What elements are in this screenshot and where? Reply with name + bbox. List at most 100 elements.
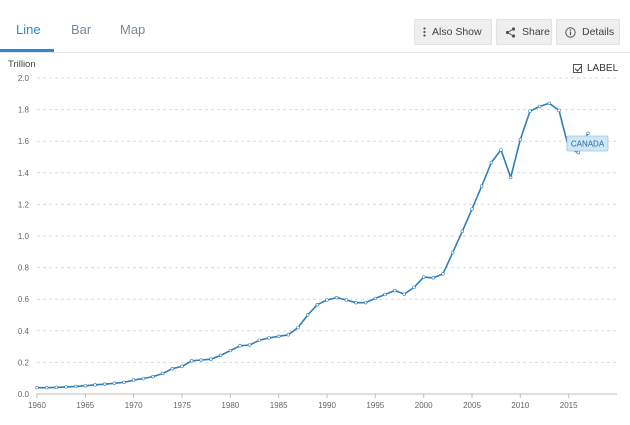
- active-tab-indicator: [0, 49, 54, 52]
- series-group: CANADA: [35, 101, 609, 390]
- also-show-button[interactable]: Also Show: [414, 19, 492, 45]
- x-tick-label: 2015: [560, 401, 578, 410]
- x-tick-label: 1985: [270, 401, 288, 410]
- series-label-canada: CANADA: [571, 140, 605, 149]
- data-point: [460, 229, 465, 233]
- data-point: [296, 325, 300, 330]
- data-point: [54, 385, 59, 390]
- x-tick-label: 1970: [125, 401, 143, 410]
- data-point: [209, 357, 213, 361]
- data-point: [151, 374, 155, 379]
- view-tabs: Line Bar Map: [0, 0, 630, 53]
- y-tick-label: 1.6: [18, 137, 30, 146]
- share-button[interactable]: Share: [496, 19, 552, 45]
- data-point: [180, 364, 184, 369]
- data-point: [189, 359, 194, 363]
- x-tick-label: 1995: [366, 401, 384, 410]
- data-point: [363, 300, 368, 305]
- data-point: [441, 272, 445, 276]
- data-point: [305, 313, 310, 317]
- y-tick-label: 0.8: [18, 264, 30, 273]
- data-point: [334, 295, 339, 300]
- share-icon: [505, 26, 516, 38]
- x-tick-label: 1975: [173, 401, 191, 410]
- data-point: [83, 384, 88, 388]
- y-tick-label: 0.4: [18, 327, 30, 336]
- data-point: [315, 303, 320, 307]
- data-point: [373, 296, 378, 301]
- x-tick-label: 1965: [76, 401, 94, 410]
- data-point: [276, 334, 281, 339]
- data-point: [247, 343, 252, 347]
- data-point: [44, 385, 49, 390]
- label-checkbox[interactable]: [573, 64, 582, 73]
- data-point: [199, 358, 204, 362]
- data-point: [160, 371, 165, 376]
- data-point: [508, 175, 513, 180]
- data-point: [228, 348, 233, 353]
- data-point: [354, 300, 358, 305]
- share-label: Share: [522, 26, 551, 38]
- data-point: [528, 109, 532, 113]
- data-point: [102, 382, 107, 386]
- data-point: [344, 298, 349, 302]
- x-axis: 1960 1965 1970 1975 1980 1985 1990 1995 2000 2005…: [28, 394, 578, 410]
- tab-bar[interactable]: Bar: [71, 22, 92, 37]
- x-tick-label: 1990: [318, 401, 336, 410]
- data-point: [586, 131, 590, 136]
- data-point: [537, 104, 542, 109]
- y-tick-label: 1.2: [18, 200, 30, 209]
- data-point: [141, 376, 146, 381]
- data-point: [421, 275, 426, 279]
- y-tick-label: 2.0: [18, 74, 30, 83]
- data-point: [499, 148, 503, 152]
- data-point: [131, 378, 136, 382]
- y-unit-label: Trillion: [8, 59, 36, 70]
- tab-map[interactable]: Map: [120, 22, 146, 37]
- data-point: [170, 367, 175, 371]
- data-point: [122, 380, 126, 385]
- y-tick-label: 0.2: [18, 358, 30, 367]
- x-tick-label: 2010: [511, 401, 529, 410]
- data-point: [238, 344, 242, 348]
- data-point: [257, 338, 262, 342]
- data-point: [73, 384, 78, 389]
- series-line-canada: [36, 102, 589, 389]
- y-tick-label: 0.6: [18, 295, 30, 304]
- y-tick-label: 1.4: [18, 169, 30, 178]
- data-point: [431, 276, 436, 280]
- data-point: [383, 292, 387, 297]
- y-axis: 0.0 0.2 0.4 0.6 0.8 1.0 1.2 1.4 1.6 1.8 2.0: [18, 74, 30, 399]
- data-point: [489, 160, 494, 165]
- tab-line[interactable]: Line: [16, 22, 41, 37]
- x-tick-label: 1960: [28, 401, 46, 410]
- data-point: [325, 298, 329, 302]
- y-tick-label: 1.0: [18, 232, 30, 241]
- data-point: [450, 250, 455, 255]
- data-point: [267, 336, 271, 340]
- x-tick-label: 2000: [415, 401, 433, 410]
- data-point: [286, 333, 291, 337]
- data-point: [218, 353, 223, 357]
- info-icon: [565, 26, 576, 38]
- y-tick-label: 0.0: [18, 390, 30, 399]
- data-point: [479, 184, 484, 188]
- data-point: [112, 381, 117, 385]
- details-label: Details: [582, 26, 615, 38]
- label-toggle-text: LABEL: [587, 63, 619, 74]
- data-point: [35, 385, 39, 390]
- data-point: [547, 101, 552, 105]
- data-point: [470, 207, 474, 211]
- also-show-label: Also Show: [432, 26, 482, 38]
- series-label-box: [566, 135, 609, 152]
- data-point: [64, 385, 68, 389]
- data-point: [566, 146, 571, 151]
- details-button[interactable]: Details: [556, 19, 620, 45]
- data-point: [518, 137, 523, 142]
- label-toggle[interactable]: LABEL: [573, 63, 618, 74]
- data-point: [557, 108, 561, 113]
- data-point: [93, 383, 97, 387]
- data-point: [576, 150, 581, 155]
- y-tick-label: 1.8: [18, 106, 30, 115]
